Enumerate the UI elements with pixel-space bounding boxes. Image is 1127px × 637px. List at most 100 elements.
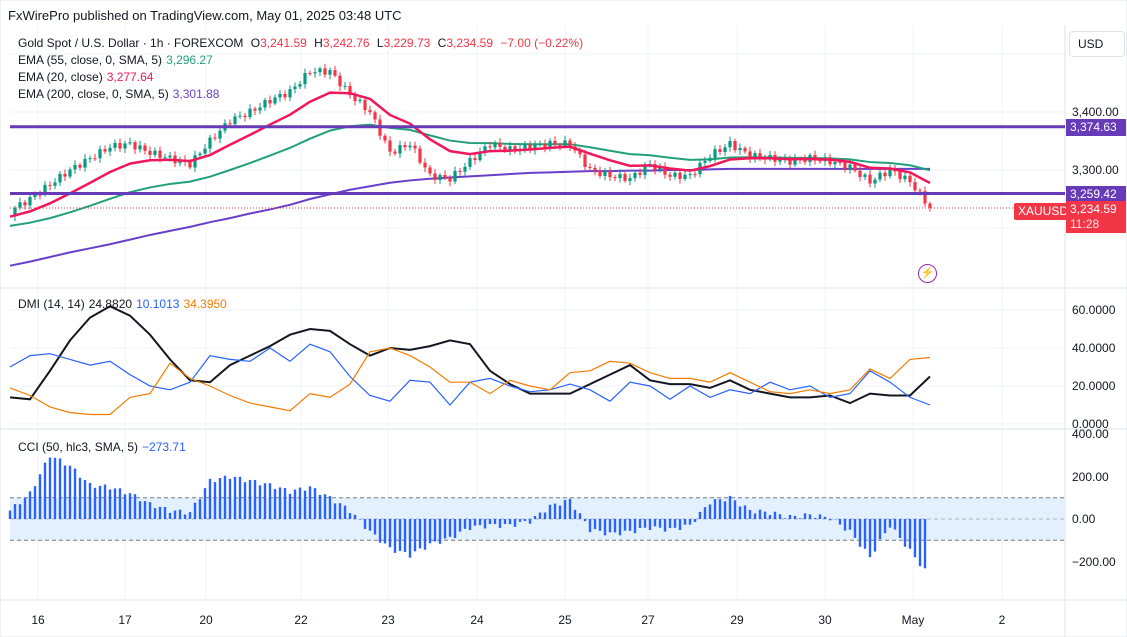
minus-di-line	[9, 347, 931, 416]
cci-bar	[398, 519, 402, 551]
ema20-legend[interactable]: EMA (20, close) 3,277.64	[18, 70, 154, 84]
cci-bar	[338, 503, 342, 519]
candle-body	[593, 168, 597, 171]
cci-bar	[763, 511, 767, 519]
candle-body	[503, 146, 507, 151]
candle-body	[143, 145, 147, 151]
candle-body	[748, 151, 752, 159]
cci-bar	[233, 476, 237, 519]
dmi-axis-label: 0.0000	[1072, 417, 1109, 431]
cci-bar	[868, 519, 872, 558]
cci-bar	[568, 498, 572, 519]
cci-bar	[633, 519, 637, 534]
candle-body	[48, 184, 52, 186]
candle-body	[528, 144, 532, 151]
cci-bar	[758, 509, 762, 519]
candle-body	[543, 143, 547, 148]
cci-bar	[478, 519, 482, 526]
candle-body	[388, 140, 392, 152]
cci-bar	[178, 509, 182, 519]
candle-body	[28, 196, 32, 206]
cci-bar	[448, 519, 452, 537]
cci-bar	[273, 489, 277, 519]
candle-body	[788, 158, 792, 165]
change-value: −7.00 (−0.22%)	[500, 36, 584, 50]
cci-bar	[253, 480, 257, 519]
candle-body	[408, 145, 412, 148]
dmi-legend[interactable]: DMI (14, 14) 24.8820 10.1013 34.3950	[18, 297, 227, 311]
cci-bar	[693, 519, 697, 523]
candle-body	[283, 94, 287, 98]
candle-body	[213, 137, 217, 139]
candle-body	[188, 161, 192, 168]
candle-body	[473, 158, 477, 161]
cci-bar	[898, 519, 902, 538]
cci-bar	[113, 488, 117, 519]
candle-body	[873, 179, 877, 184]
cci-bar	[168, 512, 172, 519]
cci-bar	[353, 514, 357, 519]
candle-body	[663, 166, 667, 175]
candle-body	[123, 143, 127, 149]
candle-body	[118, 142, 122, 149]
candle-body	[793, 158, 797, 165]
candle-body	[903, 175, 907, 180]
cci-bar	[343, 505, 347, 519]
cci-bar	[223, 475, 227, 519]
ema200-line	[9, 167, 930, 267]
cci-bar	[163, 506, 167, 519]
cci-bar	[613, 519, 617, 533]
candle-body	[753, 153, 757, 159]
candle-body	[878, 172, 882, 180]
lower-level-tag: 3,259.42	[1066, 186, 1126, 203]
candle-body	[38, 194, 42, 196]
ema200-legend[interactable]: EMA (200, close, 0, SMA, 5) 3,301.88	[18, 87, 220, 101]
cci-bar	[663, 519, 667, 532]
candle-body	[908, 175, 912, 183]
cci-bar	[538, 512, 542, 519]
candle-body	[103, 149, 107, 152]
publisher-caption: FxWirePro published on TradingView.com, …	[8, 8, 402, 23]
candle-body	[583, 154, 587, 167]
candle-body	[508, 146, 512, 151]
lightning-icon[interactable]: ⚡	[918, 264, 937, 283]
cci-bar	[173, 510, 177, 519]
cci-bar	[98, 485, 102, 519]
ema55-legend[interactable]: EMA (55, close, 0, SMA, 5) 3,296.27	[18, 53, 213, 67]
time-axis-label: May	[902, 613, 925, 627]
cci-bar	[348, 513, 352, 519]
candle-body	[53, 182, 57, 186]
cci-bar	[303, 490, 307, 519]
candle-body	[443, 174, 447, 178]
cci-legend[interactable]: CCI (50, hlc3, SMA, 5) −273.71	[18, 440, 186, 454]
cci-bar	[583, 519, 587, 522]
candle-body	[88, 158, 92, 160]
cci-bar	[683, 519, 687, 525]
candle-body	[423, 162, 427, 168]
cci-bar	[108, 489, 112, 519]
time-axis-label: 24	[470, 613, 484, 627]
cci-bar	[778, 514, 782, 519]
candle-body	[158, 150, 162, 158]
candle-body	[228, 123, 232, 125]
candle-body	[453, 170, 457, 182]
candle-body	[328, 70, 332, 75]
candle-body	[688, 174, 692, 176]
candle-body	[133, 142, 137, 150]
candle-body	[243, 115, 247, 118]
upper-level-tag: 3,374.63	[1066, 119, 1126, 136]
cci-bar	[133, 494, 137, 519]
cci-bar	[888, 519, 892, 528]
cci-bar	[308, 486, 312, 519]
candle-body	[598, 170, 602, 176]
cci-bar	[323, 494, 327, 519]
candle-body	[248, 108, 252, 118]
candle-body	[643, 165, 647, 175]
candle-body	[813, 155, 817, 161]
candle-body	[888, 168, 892, 177]
cci-bar	[48, 457, 52, 519]
candle-body	[853, 164, 857, 171]
cci-bar	[838, 519, 842, 525]
currency-button[interactable]: USD	[1069, 31, 1125, 57]
